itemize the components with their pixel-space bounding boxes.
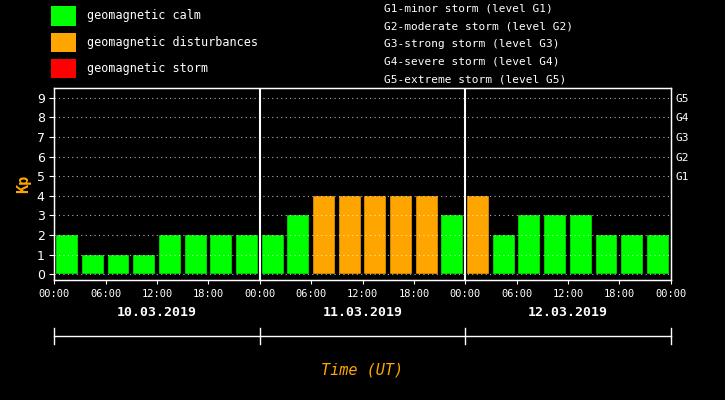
Text: G5-extreme storm (level G5): G5-extreme storm (level G5) xyxy=(384,74,566,84)
Text: geomagnetic disturbances: geomagnetic disturbances xyxy=(87,36,258,49)
Text: 11.03.2019: 11.03.2019 xyxy=(323,306,402,319)
Text: G3-strong storm (level G3): G3-strong storm (level G3) xyxy=(384,39,560,49)
Bar xyxy=(339,196,360,274)
Bar xyxy=(442,215,463,274)
Bar xyxy=(544,215,566,274)
Bar xyxy=(313,196,335,274)
Bar xyxy=(390,196,412,274)
Text: G4-severe storm (level G4): G4-severe storm (level G4) xyxy=(384,57,560,67)
Bar xyxy=(57,235,78,274)
Text: 12.03.2019: 12.03.2019 xyxy=(528,306,608,319)
Bar xyxy=(262,235,283,274)
Bar xyxy=(467,196,489,274)
Bar xyxy=(365,196,386,274)
Bar xyxy=(51,6,76,26)
Text: geomagnetic storm: geomagnetic storm xyxy=(87,62,208,75)
Bar xyxy=(415,196,438,274)
Bar xyxy=(595,235,618,274)
Bar xyxy=(159,235,181,274)
Y-axis label: Kp: Kp xyxy=(16,175,31,193)
Text: G2-moderate storm (level G2): G2-moderate storm (level G2) xyxy=(384,21,573,31)
Bar xyxy=(82,254,104,274)
Bar xyxy=(107,254,130,274)
Bar xyxy=(287,215,310,274)
Bar xyxy=(236,235,258,274)
Text: Time (UT): Time (UT) xyxy=(321,362,404,378)
Bar xyxy=(51,32,76,52)
Text: 10.03.2019: 10.03.2019 xyxy=(117,306,197,319)
Bar xyxy=(210,235,232,274)
Text: geomagnetic calm: geomagnetic calm xyxy=(87,9,201,22)
Bar xyxy=(621,235,643,274)
Bar xyxy=(51,59,76,78)
Bar xyxy=(493,235,515,274)
Bar xyxy=(185,235,207,274)
Bar xyxy=(647,235,668,274)
Bar xyxy=(133,254,155,274)
Bar xyxy=(570,215,592,274)
Text: G1-minor storm (level G1): G1-minor storm (level G1) xyxy=(384,4,553,14)
Bar xyxy=(518,215,540,274)
